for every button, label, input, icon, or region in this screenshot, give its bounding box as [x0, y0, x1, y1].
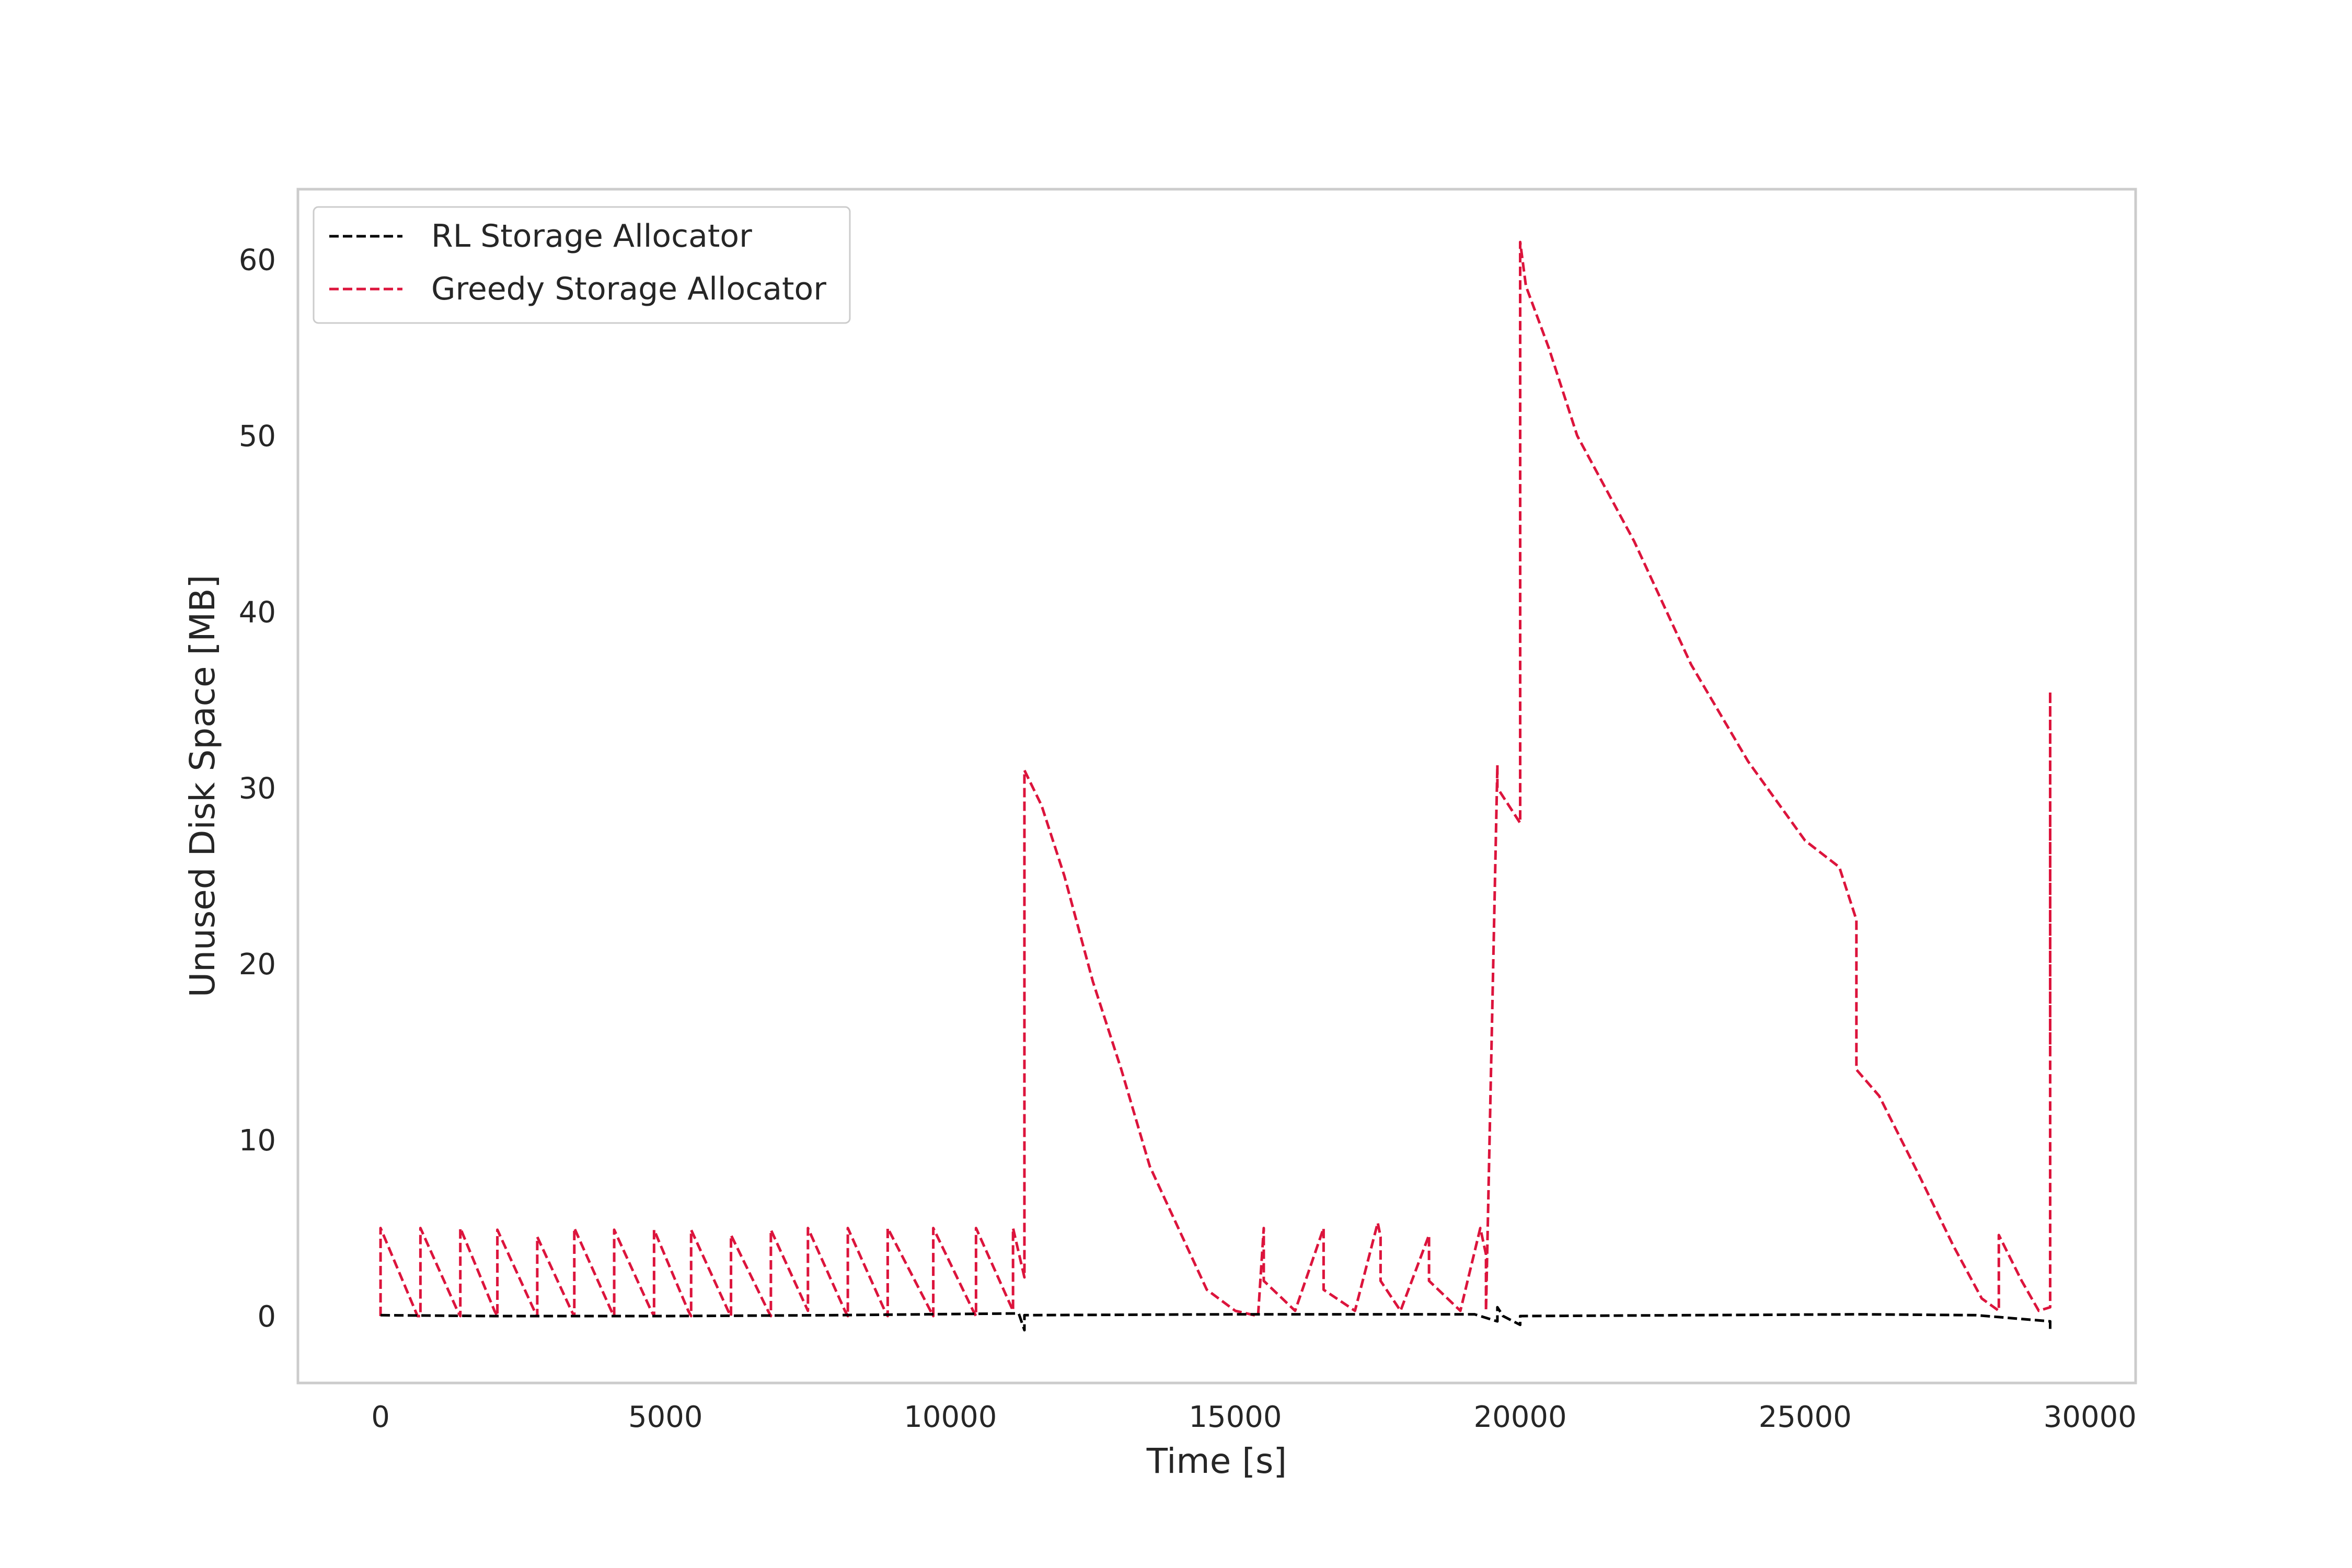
series-line-rl — [381, 1306, 2051, 1332]
series-line-greedy — [379, 240, 2051, 1318]
plot-area — [296, 188, 2137, 1385]
y-tick-label: 40 — [239, 595, 276, 629]
x-tick-label: 20000 — [1473, 1400, 1566, 1434]
y-tick-label: 30 — [239, 771, 276, 805]
y-tick-label: 0 — [257, 1300, 276, 1334]
x-tick-label: 10000 — [904, 1400, 997, 1434]
series-lines — [379, 240, 2051, 1332]
legend-label-rl: RL Storage Allocator — [431, 218, 752, 255]
x-tick-label: 5000 — [628, 1400, 703, 1434]
x-tick-label: 25000 — [1759, 1400, 1852, 1434]
y-tick-label: 20 — [239, 948, 276, 982]
x-tick-label: 30000 — [2044, 1400, 2137, 1434]
legend-label-greedy: Greedy Storage Allocator — [431, 271, 826, 307]
y-axis-ticks: 0 10 20 30 40 50 60 — [239, 244, 276, 1334]
x-tick-label: 0 — [371, 1400, 390, 1434]
x-tick-label: 15000 — [1189, 1400, 1282, 1434]
y-tick-label: 50 — [239, 420, 276, 454]
legend-box — [313, 206, 851, 324]
x-axis-ticks: 0 5000 10000 15000 20000 25000 30000 — [371, 1400, 2137, 1434]
y-axis-label: Unused Disk Space [MB] — [182, 575, 223, 997]
x-axis-label: Time [s] — [1146, 1441, 1287, 1481]
y-tick-label: 60 — [239, 244, 276, 278]
legend: RL Storage Allocator Greedy Storage Allo… — [313, 206, 851, 324]
y-tick-label: 10 — [239, 1124, 276, 1158]
